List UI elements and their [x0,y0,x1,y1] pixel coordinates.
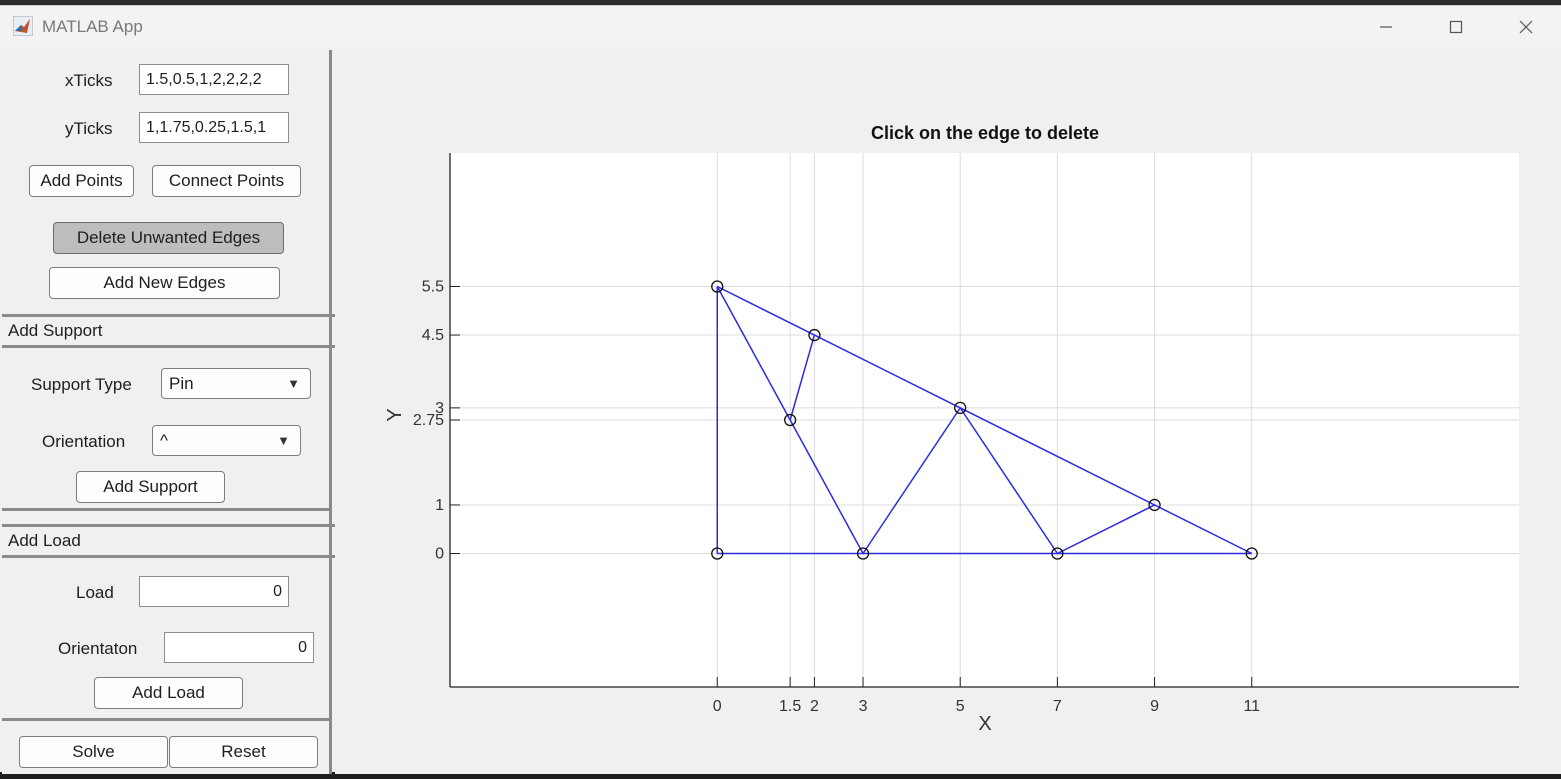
load-label: Load [76,583,114,602]
truss-edge[interactable] [716,285,1253,555]
support-type-dropdown[interactable]: Pin ▼ [161,368,311,399]
support-type-label: Support Type [31,375,132,394]
x-tick-label: 3 [859,698,868,715]
connect-points-button[interactable]: Connect Points [152,165,301,197]
y-axis-label: Y [384,408,406,421]
y-tick-label: 4.5 [422,327,444,344]
plot-title: Click on the edge to delete [871,123,1099,143]
truss-node-marker [783,413,797,427]
truss-edge[interactable] [1057,504,1155,555]
orientation-value: ^ [160,431,168,450]
minimize-icon[interactable] [1366,14,1406,40]
truss-node-marker [954,401,967,415]
truss-nodes [711,280,1258,560]
yticks-label: yTicks [65,119,113,138]
xticks-label: xTicks [65,71,113,90]
x-axis-label: X [978,713,991,735]
xticks-input[interactable]: 1.5,0.5,1,2,2,2,2 [139,64,289,95]
truss-edges [716,285,1253,555]
app-window: MATLAB App xTicks 1.5,0.5,1,2,2,2,2 yTic… [0,5,1561,774]
delete-unwanted-edges-button[interactable]: Delete Unwanted Edges [53,222,284,254]
matlab-logo-icon [13,16,33,36]
add-load-title: Add Load [8,531,81,550]
truss-edge[interactable] [959,407,1059,554]
truss-node-marker [711,280,724,293]
truss-node-marker [1051,547,1064,560]
control-panel: xTicks 1.5,0.5,1,2,2,2,2 yTicks 1,1.75,0… [2,50,335,774]
chevron-down-icon: ▼ [277,433,290,448]
divider [2,508,329,511]
orientation-dropdown[interactable]: ^ ▼ [152,425,301,456]
app-content: xTicks 1.5,0.5,1,2,2,2,2 yTicks 1,1.75,0… [2,47,1561,774]
title-bar[interactable]: MATLAB App [0,6,1561,47]
x-tick-label: 11 [1243,698,1260,715]
x-tick-label: 5 [956,698,965,715]
truss-node-marker [711,547,724,560]
divider [2,718,329,721]
add-support-button[interactable]: Add Support [76,471,225,503]
reset-button[interactable]: Reset [169,736,318,768]
x-tick-label: 7 [1053,698,1062,715]
orientation-label: Orientation [42,432,126,451]
add-load-section-header: Add Load [2,524,335,558]
add-support-title: Add Support [8,321,103,340]
window-title: MATLAB App [42,17,143,36]
close-icon[interactable] [1506,14,1546,40]
x-tick-label: 1.5 [779,698,801,715]
truss-edge[interactable] [862,407,961,554]
add-support-section-header: Add Support [2,314,335,348]
x-tick-label: 0 [713,698,722,715]
truss-node-marker [1245,547,1258,560]
truss-node-marker [808,328,821,342]
y-tick-label: 3 [435,400,444,417]
load-orientation-label: Orientaton [58,639,138,658]
solve-button[interactable]: Solve [19,736,168,768]
truss-node-marker [856,547,870,560]
plot-panel: 0 1.5 2 3 5 7 9 11 0 1 2.75 3 4.5 5.5 X Y Click on th… [335,50,1561,774]
add-new-edges-button[interactable]: Add New Edges [49,267,280,299]
y-tick-label: 1 [435,497,444,514]
y-tick-label: 5.5 [422,279,444,296]
truss-node-marker [1148,498,1161,512]
y-tick-label: 0 [435,546,444,563]
truss-edge[interactable] [716,286,791,421]
x-tick-label: 2 [810,698,819,715]
truss-edge[interactable] [789,419,864,554]
add-load-button[interactable]: Add Load [94,677,243,709]
yticks-input[interactable]: 1,1.75,0.25,1.5,1 [139,112,289,143]
load-orientation-input[interactable]: 0 [164,632,314,663]
truss-edge[interactable] [789,334,816,421]
x-tick-label: 9 [1150,698,1159,715]
chevron-down-icon: ▼ [287,376,300,391]
desktop-background [0,0,1561,6]
add-points-button[interactable]: Add Points [29,165,134,197]
load-input[interactable]: 0 [139,576,289,607]
y-tick-label: 2.75 [413,412,444,429]
maximize-icon[interactable] [1436,14,1476,40]
support-type-value: Pin [169,374,194,393]
